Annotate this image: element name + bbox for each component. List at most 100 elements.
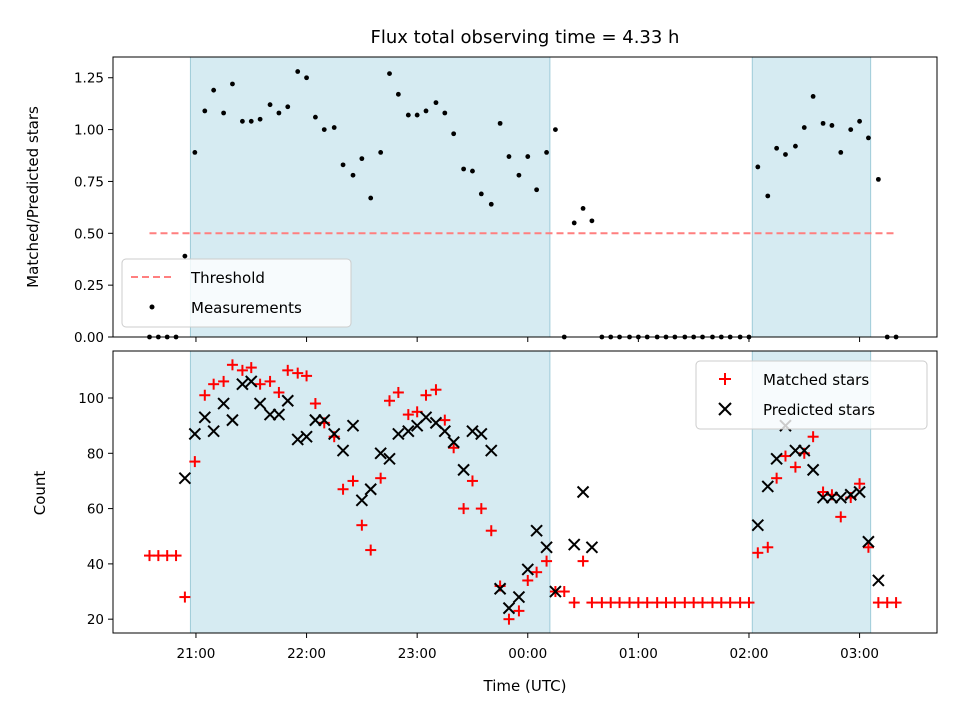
predicted-star-point [346, 419, 360, 432]
predicted-star-stroke-b [272, 408, 286, 421]
measurement-point [359, 156, 365, 162]
predicted-star-point [253, 397, 267, 410]
top-y-axis-label: Matched/Predicted stars [24, 106, 42, 288]
predicted-star-point [374, 447, 387, 460]
predicted-star-stroke-b [419, 411, 433, 424]
measurement-point [276, 110, 282, 116]
top-y-tick-label: 0.25 [74, 278, 104, 294]
matched-star-point [835, 511, 847, 523]
predicted-star-stroke-b [457, 463, 470, 477]
predicted-star-point [281, 394, 294, 407]
measurement-point [553, 127, 558, 132]
matched-star-point [189, 456, 201, 468]
legend-predicted-swatch [718, 402, 732, 416]
predicted-star-point [355, 494, 369, 507]
predicted-star-point [568, 538, 581, 551]
measurement-point [866, 135, 871, 141]
predicted-star-point [816, 491, 830, 504]
predicted-star-stroke-b [392, 427, 405, 441]
predicted-star-point [853, 485, 866, 499]
bottom-observing-span [189, 350, 551, 634]
top-y-tick-label: 1.25 [74, 71, 104, 87]
bottom-x-tick-label: 00:00 [508, 646, 547, 662]
predicted-star-stroke-b [281, 394, 294, 407]
predicted-star-point [291, 433, 304, 446]
predicted-star-point [530, 524, 543, 537]
predicted-star-stroke-b [447, 436, 460, 449]
matched-star-point [522, 574, 534, 586]
legend-predicted-label: Predicted stars [763, 401, 875, 419]
matched-star-point [724, 597, 736, 609]
predicted-star-stroke-b [521, 563, 534, 576]
matched-star-point [179, 591, 191, 603]
predicted-star-point [383, 452, 396, 466]
matched-star-point [586, 597, 598, 609]
matched-star-point [384, 395, 396, 407]
measurement-point [192, 150, 198, 155]
bottom-legend: Matched stars Predicted stars [695, 360, 928, 430]
predicted-star-stroke-b [502, 601, 516, 615]
matched-star-point [208, 378, 220, 390]
bottom-x-tick-label: 01:00 [619, 646, 658, 662]
predicted-star-stroke-b [872, 574, 885, 587]
measurement-point [544, 150, 549, 155]
predicted-star-point [207, 424, 220, 438]
predicted-star-stroke-b [751, 518, 765, 532]
matched-star-point [466, 475, 478, 487]
measurement-point [470, 168, 475, 174]
predicted-star-point [502, 601, 516, 615]
predicted-star-stroke-b [844, 488, 857, 501]
predicted-star-stroke-b [309, 413, 322, 427]
measurement-point [433, 100, 439, 106]
predicted-star-stroke-b [798, 444, 811, 457]
measurement-point [405, 112, 411, 118]
predicted-star-stroke-b [540, 541, 553, 554]
predicted-star-stroke-b [493, 582, 507, 595]
measurement-point [571, 220, 577, 226]
predicted-star-point [438, 424, 452, 438]
measurement-point [801, 125, 807, 130]
matched-star-point [392, 386, 404, 398]
predicted-star-stroke-b [530, 524, 543, 537]
predicted-star-stroke-b [549, 585, 562, 598]
predicted-star-point [798, 444, 811, 457]
top-chart-title: Flux total observing time = 4.33 h [371, 27, 680, 48]
predicted-star-stroke-b [438, 424, 452, 438]
predicted-star-stroke-b [816, 491, 830, 504]
measurement-point [182, 253, 188, 259]
matched-star-point [862, 541, 874, 553]
predicted-star-stroke-b [485, 444, 498, 457]
matched-star-point [789, 461, 801, 473]
matched-star-point [273, 386, 285, 398]
measurement-point [525, 154, 531, 159]
matched-star-point [779, 450, 791, 462]
predicted-star-stroke-b [853, 485, 866, 499]
predicted-star-stroke-b [236, 377, 249, 391]
predicted-star-point [419, 411, 433, 424]
measurement-point [442, 110, 448, 116]
matched-star-point [254, 378, 266, 390]
predicted-star-point [512, 590, 526, 604]
measurement-point [478, 191, 484, 197]
matched-star-point [264, 375, 276, 387]
bottom-axis-ticks: 20 40 60 80 100 21:00 22:00 23:00 00:00 01:00 02:0… [78, 391, 879, 662]
top-legend: Threshold Measurements [121, 258, 352, 328]
bottom-y-tick-label: 80 [87, 446, 104, 462]
bottom-y-tick-label: 40 [87, 557, 104, 573]
predicted-star-stroke-b [364, 483, 377, 496]
measurement-point [451, 131, 457, 137]
predicted-star-point [245, 375, 258, 388]
predicted-star-stroke-b [300, 430, 313, 443]
predicted-star-point [585, 541, 599, 554]
measurement-point [414, 112, 420, 118]
predicted-star-point [862, 535, 875, 548]
predicted-star-point [576, 485, 590, 499]
top-axis-ticks: 0.00 0.25 0.50 0.75 1.00 1.25 [74, 71, 861, 346]
predicted-star-point [318, 413, 331, 427]
predicted-star-point [364, 483, 377, 496]
measurement-point [423, 108, 429, 114]
measurement-point [793, 143, 798, 149]
predicted-star-stroke-b [188, 427, 202, 441]
measurement-point [321, 127, 327, 132]
predicted-star-point [789, 444, 802, 457]
